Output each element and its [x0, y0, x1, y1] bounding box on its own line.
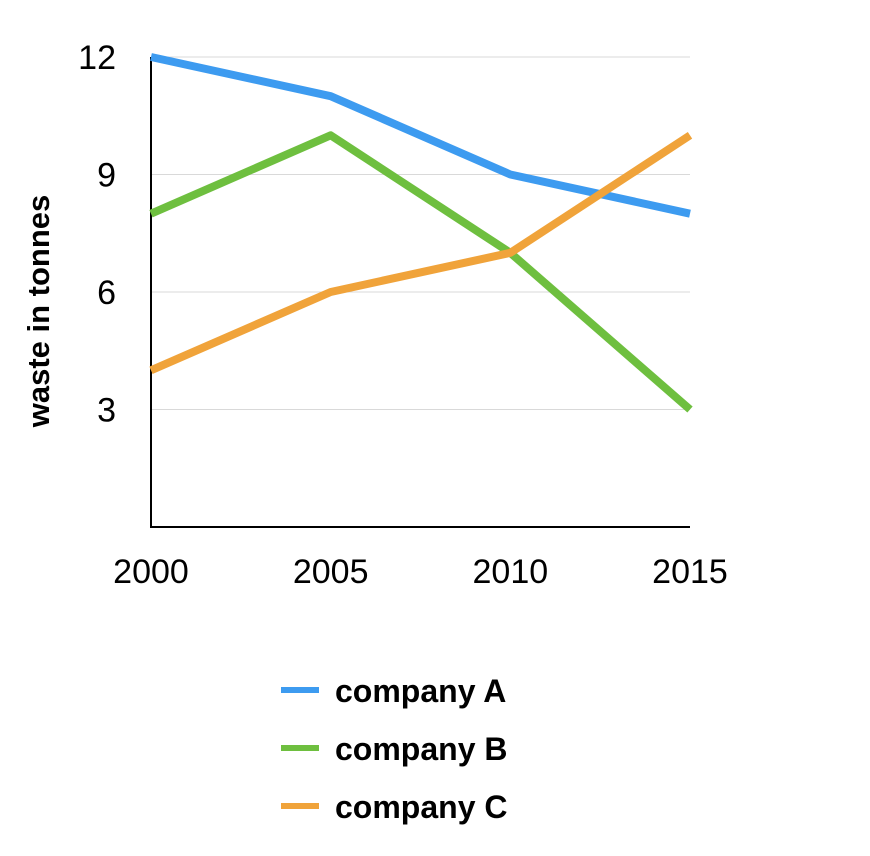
- x-tick-label: 2005: [293, 553, 369, 591]
- grid-lines: [151, 56, 690, 410]
- series-lines: [149, 53, 693, 413]
- series-line-3: [149, 131, 693, 374]
- legend-item: company B: [281, 731, 507, 767]
- y-tick-label: 6: [97, 274, 116, 312]
- y-axis-title: waste in tonnes: [21, 195, 56, 429]
- legend-label: company B: [335, 731, 507, 767]
- series-line-2: [149, 131, 693, 413]
- y-tick-label: 12: [78, 39, 116, 77]
- axes: [150, 57, 690, 528]
- y-tick-labels: 3 6 9 12: [78, 39, 116, 430]
- legend-item: company C: [281, 789, 507, 825]
- x-tick-label: 2000: [113, 553, 189, 591]
- y-tick-label: 3: [97, 392, 116, 430]
- x-tick-label: 2010: [473, 553, 549, 591]
- legend-label: company C: [335, 789, 507, 825]
- legend: company A company B company C: [281, 673, 507, 825]
- legend-item: company A: [281, 673, 506, 709]
- legend-label: company A: [335, 673, 506, 709]
- x-tick-labels: 2000 2005 2010 2015: [113, 553, 728, 591]
- x-tick-label: 2015: [652, 553, 728, 591]
- y-tick-label: 9: [97, 157, 116, 195]
